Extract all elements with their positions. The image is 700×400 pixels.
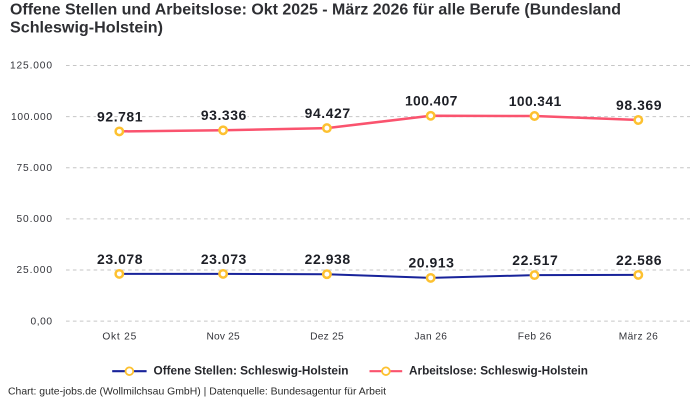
svg-text:100.341: 100.341 bbox=[509, 93, 562, 109]
svg-text:Schleswig-Holstein): Schleswig-Holstein) bbox=[10, 20, 163, 37]
svg-text:Offene Stellen: Schleswig-Hols: Offene Stellen: Schleswig-Holstein bbox=[154, 366, 349, 378]
svg-text:125.000: 125.000 bbox=[10, 61, 52, 72]
svg-text:100.407: 100.407 bbox=[405, 93, 458, 109]
svg-text:22.586: 22.586 bbox=[616, 252, 662, 268]
svg-text:Nov 25: Nov 25 bbox=[207, 331, 241, 342]
svg-text:93.336: 93.336 bbox=[201, 107, 247, 123]
svg-text:50.000: 50.000 bbox=[17, 214, 53, 225]
svg-text:20.913: 20.913 bbox=[408, 255, 454, 271]
svg-text:0,00: 0,00 bbox=[31, 316, 53, 327]
svg-text:22.938: 22.938 bbox=[305, 251, 351, 267]
svg-text:23.078: 23.078 bbox=[97, 251, 143, 267]
svg-text:Arbeitslose: Schleswig-Holstei: Arbeitslose: Schleswig-Holstein bbox=[409, 366, 588, 378]
svg-text:23.073: 23.073 bbox=[201, 251, 247, 267]
svg-text:Offene Stellen und Arbeitslose: Offene Stellen und Arbeitslose: Okt 2025… bbox=[10, 2, 621, 19]
svg-text:25.000: 25.000 bbox=[17, 265, 53, 276]
svg-text:22.517: 22.517 bbox=[512, 252, 558, 268]
svg-text:Chart: gute-jobs.de (Wollmilch: Chart: gute-jobs.de (Wollmilchsau GmbH) … bbox=[8, 386, 386, 398]
svg-text:92.781: 92.781 bbox=[97, 108, 143, 124]
svg-text:94.427: 94.427 bbox=[305, 105, 351, 121]
svg-text:98.369: 98.369 bbox=[616, 97, 662, 113]
svg-text:100.000: 100.000 bbox=[11, 112, 52, 123]
svg-text:75.000: 75.000 bbox=[17, 163, 53, 174]
svg-text:Jan 26: Jan 26 bbox=[414, 331, 447, 342]
svg-text:Okt 25: Okt 25 bbox=[102, 331, 136, 342]
svg-text:März 26: März 26 bbox=[619, 331, 658, 342]
svg-text:Feb 26: Feb 26 bbox=[518, 331, 552, 342]
svg-text:Dez 25: Dez 25 bbox=[310, 331, 344, 342]
